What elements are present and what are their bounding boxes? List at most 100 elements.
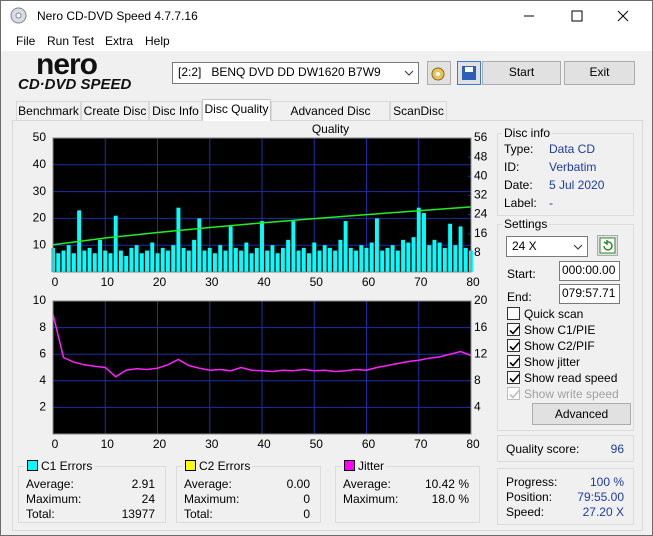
app-icon bbox=[10, 7, 27, 24]
speed-select[interactable]: 24 X bbox=[506, 236, 588, 257]
quality-label: Quality score: bbox=[506, 442, 580, 456]
checkbox[interactable] bbox=[507, 371, 520, 384]
c1-bar bbox=[223, 250, 228, 272]
menu-item[interactable]: File bbox=[16, 34, 36, 48]
tab[interactable]: Disc Info bbox=[149, 101, 202, 120]
check-mark bbox=[509, 341, 520, 351]
info-value: Data CD bbox=[549, 142, 596, 156]
settings-group: Settings 24 X Start: 000:00.00 End: 079:… bbox=[497, 217, 634, 431]
c1-bar bbox=[134, 245, 139, 272]
c1-bar bbox=[260, 221, 264, 272]
c1-bar bbox=[87, 247, 92, 272]
y-tick-label: 30 bbox=[33, 184, 47, 198]
c1-bar bbox=[343, 221, 348, 272]
c1-bar bbox=[186, 250, 191, 272]
x-tick-label: 20 bbox=[153, 275, 167, 289]
tab-active[interactable]: Disc Quality bbox=[202, 99, 271, 121]
c1-bar bbox=[56, 253, 61, 272]
x-tick-label: 30 bbox=[205, 437, 219, 451]
checkbox-label[interactable]: Show C2/PIF bbox=[524, 339, 595, 353]
y2-tick-label: 56 bbox=[474, 130, 488, 144]
c1-bar bbox=[202, 250, 207, 272]
checkbox[interactable] bbox=[507, 339, 520, 352]
stat-label: Maximum: bbox=[184, 492, 240, 506]
menu-item[interactable]: Extra bbox=[105, 34, 134, 48]
start-input[interactable]: 000:00.00 bbox=[559, 261, 620, 281]
checkbox[interactable] bbox=[507, 307, 520, 320]
advanced-button[interactable]: Advanced bbox=[532, 403, 631, 425]
y2-tick-label: 48 bbox=[474, 149, 488, 163]
checkbox[interactable] bbox=[507, 323, 520, 336]
c1-bar bbox=[103, 250, 108, 272]
stat-group: C1 Errors Average: 2.91 Maximum: 24 Total: 139… bbox=[18, 459, 166, 523]
info-label: Date: bbox=[504, 178, 533, 192]
maximize[interactable] bbox=[571, 10, 583, 22]
series-line bbox=[52, 206, 472, 246]
info-value: - bbox=[549, 196, 553, 210]
legend-swatch bbox=[185, 460, 196, 471]
checkbox-label[interactable]: Quick scan bbox=[524, 307, 584, 321]
eject-button[interactable] bbox=[427, 61, 451, 85]
info-label: ID: bbox=[504, 160, 520, 174]
c1-bar bbox=[270, 245, 275, 272]
x-tick-label: 60 bbox=[362, 275, 376, 289]
x-tick-label: 50 bbox=[310, 275, 324, 289]
refresh-button[interactable] bbox=[597, 235, 618, 256]
c1-bar bbox=[291, 221, 296, 272]
c1-bar bbox=[458, 226, 463, 272]
title-bar: Nero CD-DVD Speed 4.7.7.16 bbox=[1, 1, 652, 30]
drive-select[interactable]: [2:2] BENQ DVD DD DW1620 B7W9 bbox=[172, 62, 419, 84]
stat-group: C2 Errors Average: 0.00 Maximum: 0 Total: 0 bbox=[176, 459, 321, 523]
tab[interactable]: ScanDisc bbox=[390, 101, 447, 120]
group-label: Jitter bbox=[342, 459, 387, 473]
c1-bar bbox=[181, 247, 186, 272]
check-mark bbox=[509, 325, 520, 335]
tab-panel bbox=[12, 120, 643, 531]
checkbox-label[interactable]: Show read speed bbox=[524, 371, 618, 385]
y2-tick-label: 16 bbox=[474, 226, 488, 240]
info-value: Verbatim bbox=[549, 160, 597, 174]
x-tick-label: 0 bbox=[52, 437, 59, 451]
checkbox-label[interactable]: Show jitter bbox=[524, 355, 581, 369]
c1-bar bbox=[145, 250, 150, 272]
tab[interactable]: Create Disc bbox=[81, 101, 149, 120]
y-tick-label: 4 bbox=[39, 373, 46, 387]
window-controls[interactable] bbox=[501, 1, 651, 30]
c1-bar bbox=[406, 242, 411, 272]
save-button[interactable] bbox=[457, 61, 481, 85]
end-input[interactable]: 079:57.71 bbox=[559, 284, 620, 304]
c1-bar bbox=[171, 245, 176, 272]
stat-label: Maximum: bbox=[26, 492, 82, 506]
logo-top: nero bbox=[36, 48, 98, 81]
c1-bar bbox=[118, 250, 123, 272]
exit-button[interactable]: Exit bbox=[564, 61, 635, 85]
stat-value: 18.0 % bbox=[431, 492, 469, 506]
c1-bar bbox=[380, 250, 385, 272]
c1-bar bbox=[213, 253, 217, 272]
checkbox-label[interactable]: Show C1/PIE bbox=[524, 323, 596, 337]
close[interactable] bbox=[617, 10, 629, 22]
quality-group: Quality score: 96 bbox=[497, 435, 634, 462]
start-button[interactable]: Start bbox=[482, 61, 561, 85]
menu-item[interactable]: Run Test bbox=[47, 34, 95, 48]
c1-bar bbox=[254, 247, 259, 272]
y-tick-label: 10 bbox=[33, 293, 47, 307]
c1-bar bbox=[416, 207, 421, 272]
checkbox[interactable] bbox=[507, 355, 520, 368]
eject-icon bbox=[431, 67, 445, 81]
c1-bar bbox=[66, 245, 71, 272]
c1-bar bbox=[322, 245, 327, 272]
c1-bar bbox=[233, 247, 238, 272]
y-tick-label: 40 bbox=[33, 157, 47, 171]
tab[interactable]: Benchmark bbox=[16, 101, 81, 120]
stat-value: 10.42 % bbox=[424, 477, 469, 491]
c1-bar bbox=[176, 207, 181, 272]
check-mark bbox=[509, 389, 520, 399]
disc-info-group: Disc info Type: Data CD ID: Verbatim Date: 5 … bbox=[497, 126, 634, 216]
stat-title: C1 Errors bbox=[41, 459, 93, 473]
tab[interactable]: Advanced Disc Quality bbox=[271, 101, 390, 136]
y-tick-label: 8 bbox=[39, 320, 46, 334]
c1-bar bbox=[364, 247, 369, 272]
dropdown-arrow bbox=[404, 70, 414, 76]
menu-item[interactable]: Help bbox=[145, 34, 170, 48]
